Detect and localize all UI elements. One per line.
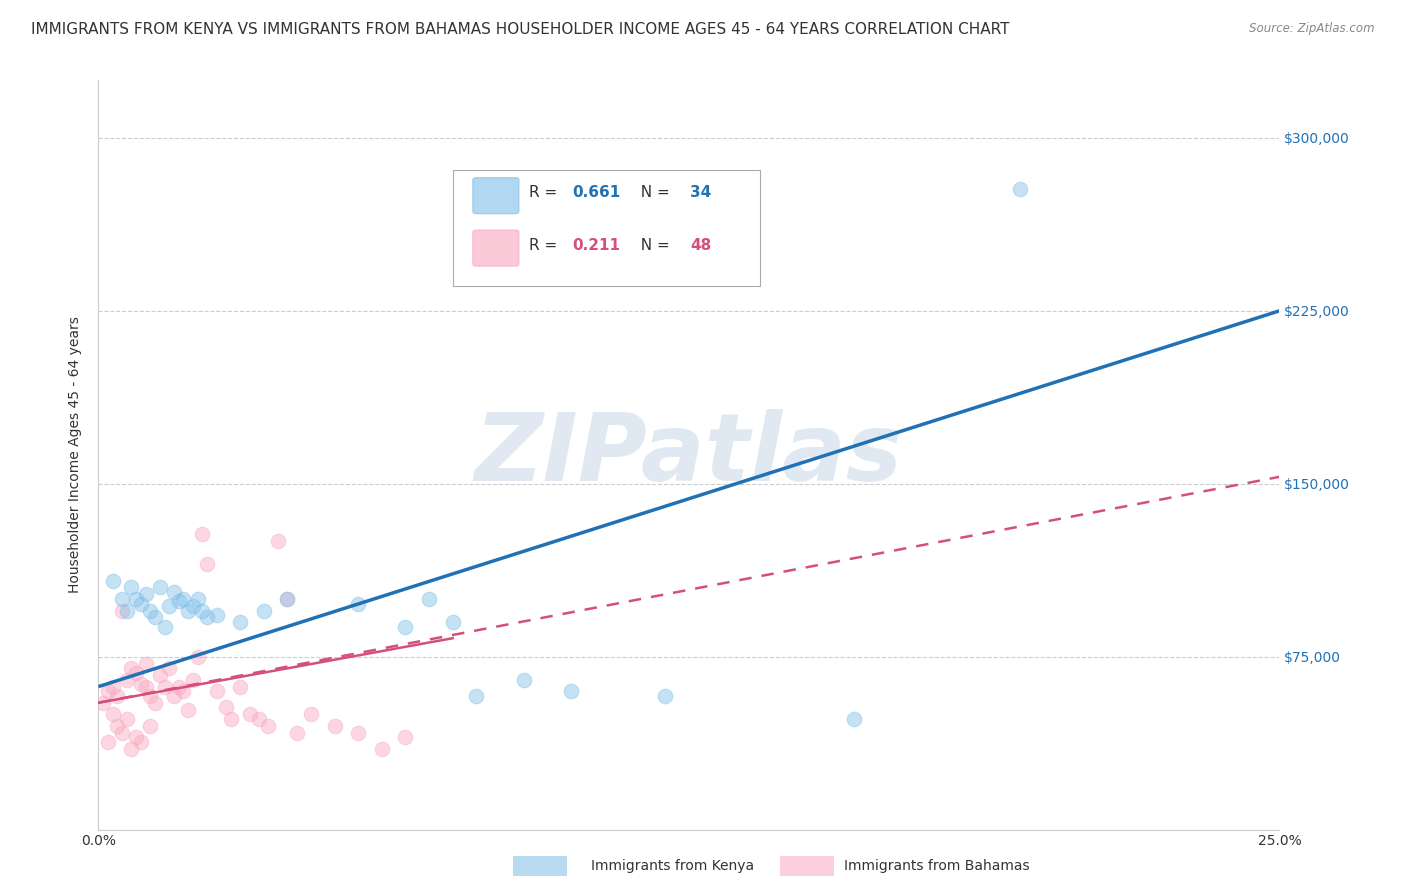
Point	[111, 592, 134, 607]
Point	[418, 592, 440, 607]
Point	[253, 603, 276, 617]
Point	[111, 725, 134, 739]
Point	[111, 603, 134, 617]
Text: Immigrants from Kenya: Immigrants from Kenya	[591, 859, 754, 872]
Point	[139, 719, 162, 733]
Point	[560, 684, 582, 698]
Y-axis label: Householder Income Ages 45 - 64 years: Householder Income Ages 45 - 64 years	[69, 317, 83, 593]
Point	[157, 661, 180, 675]
Point	[135, 680, 157, 694]
Point	[394, 620, 416, 634]
Point	[101, 574, 124, 588]
Point	[465, 689, 488, 703]
Point	[239, 707, 262, 722]
Text: Source: ZipAtlas.com: Source: ZipAtlas.com	[1250, 22, 1375, 36]
Point	[105, 719, 128, 733]
Point	[257, 719, 280, 733]
Point	[285, 725, 308, 739]
Point	[125, 592, 148, 607]
Point	[157, 599, 180, 613]
Text: R =: R =	[530, 186, 562, 200]
Point	[219, 712, 242, 726]
Point	[323, 719, 346, 733]
Point	[139, 603, 162, 617]
Point	[187, 649, 209, 664]
Point	[276, 592, 298, 607]
Point	[205, 684, 228, 698]
Point	[143, 610, 166, 624]
Point	[654, 689, 676, 703]
Point	[149, 668, 172, 682]
Point	[512, 673, 534, 687]
Point	[129, 677, 152, 691]
Point	[205, 608, 228, 623]
Point	[172, 684, 194, 698]
Point	[247, 712, 270, 726]
Point	[371, 742, 394, 756]
Point	[135, 657, 157, 671]
Point	[167, 594, 190, 608]
FancyBboxPatch shape	[453, 170, 759, 286]
Point	[91, 696, 114, 710]
Point	[195, 610, 218, 624]
Point	[121, 661, 143, 675]
Point	[347, 597, 370, 611]
Point	[153, 680, 176, 694]
Point	[394, 731, 416, 745]
FancyBboxPatch shape	[472, 178, 519, 214]
Point	[149, 581, 172, 595]
Point	[177, 703, 200, 717]
Point	[181, 599, 204, 613]
Point	[121, 742, 143, 756]
Point	[229, 680, 252, 694]
Point	[139, 689, 162, 703]
Point	[844, 712, 866, 726]
Text: 0.211: 0.211	[572, 237, 620, 252]
Text: IMMIGRANTS FROM KENYA VS IMMIGRANTS FROM BAHAMAS HOUSEHOLDER INCOME AGES 45 - 64: IMMIGRANTS FROM KENYA VS IMMIGRANTS FROM…	[31, 22, 1010, 37]
Point	[115, 603, 138, 617]
Point	[215, 700, 238, 714]
Point	[195, 558, 218, 572]
Text: Immigrants from Bahamas: Immigrants from Bahamas	[844, 859, 1029, 872]
Point	[1008, 181, 1031, 195]
Point	[177, 603, 200, 617]
Point	[167, 680, 190, 694]
Point	[115, 712, 138, 726]
Point	[97, 735, 120, 749]
Point	[101, 680, 124, 694]
Point	[121, 581, 143, 595]
Point	[163, 585, 186, 599]
Point	[181, 673, 204, 687]
Text: ZIPatlas: ZIPatlas	[475, 409, 903, 501]
Point	[97, 684, 120, 698]
Point	[347, 725, 370, 739]
Point	[276, 592, 298, 607]
Point	[187, 592, 209, 607]
Point	[299, 707, 322, 722]
Point	[229, 615, 252, 629]
Text: N =: N =	[631, 237, 675, 252]
Point	[267, 534, 290, 549]
Text: 34: 34	[690, 186, 711, 200]
Point	[135, 587, 157, 601]
Point	[115, 673, 138, 687]
Text: 48: 48	[690, 237, 711, 252]
Point	[129, 597, 152, 611]
Text: N =: N =	[631, 186, 675, 200]
Point	[163, 689, 186, 703]
Text: 0.661: 0.661	[572, 186, 620, 200]
Point	[153, 620, 176, 634]
Point	[129, 735, 152, 749]
Text: R =: R =	[530, 237, 562, 252]
Point	[191, 603, 214, 617]
Point	[125, 731, 148, 745]
Point	[105, 689, 128, 703]
Point	[441, 615, 464, 629]
Point	[143, 696, 166, 710]
Point	[125, 665, 148, 680]
FancyBboxPatch shape	[472, 230, 519, 266]
Point	[101, 707, 124, 722]
Point	[191, 527, 214, 541]
Point	[172, 592, 194, 607]
